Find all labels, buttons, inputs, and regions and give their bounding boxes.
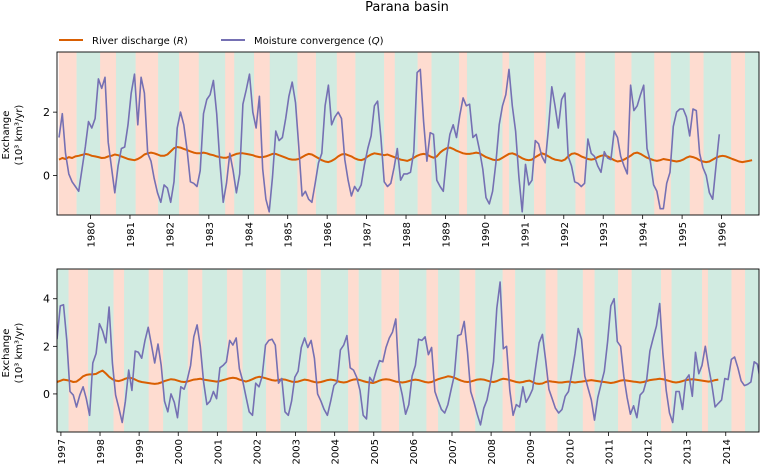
- wet-season-band: [198, 52, 226, 215]
- dry-season-band: [266, 269, 281, 432]
- wet-season-band: [242, 269, 267, 432]
- dry-season-band: [689, 52, 704, 215]
- y-tick-label: 4: [43, 293, 50, 306]
- top-panel: Exchange (10³ km³/yr) 0 2 1980 1981 1982 1983 1…: [1, 51, 760, 247]
- x-tick-label: 2000: [174, 439, 185, 464]
- y-tick-label: 2: [43, 106, 50, 119]
- x-tick-label: 1985: [284, 222, 295, 247]
- moisture-convergence-line: [58, 68, 721, 213]
- x-tick-label: 1981: [126, 222, 137, 247]
- x-tick-label: 1991: [520, 222, 531, 247]
- x-tick-label: 2012: [644, 439, 655, 464]
- legend: River discharge (R) Moisture convergence…: [59, 36, 384, 47]
- wet-season-band: [707, 269, 732, 432]
- axes-frame: [56, 51, 760, 216]
- wet-season-band: [631, 52, 655, 215]
- x-tick-label: 1987: [363, 222, 374, 247]
- wet-season-band: [671, 269, 703, 432]
- river-discharge-line: [57, 369, 719, 385]
- x-tick-label: 2006: [409, 439, 420, 464]
- dry-season-band: [226, 269, 243, 432]
- wet-season-band: [703, 52, 732, 215]
- y-tick-label: 0: [43, 388, 50, 401]
- axes-frame: [56, 268, 760, 433]
- dry-season-band: [58, 52, 77, 215]
- plot-area: [57, 269, 759, 432]
- x-tick-label: 1996: [718, 222, 729, 247]
- x-tick-label: 2009: [526, 439, 537, 464]
- x-tick-label: 1990: [481, 222, 492, 247]
- wet-season-band: [315, 52, 338, 215]
- wet-season-band: [745, 269, 759, 432]
- wet-season-band: [202, 269, 228, 432]
- wet-season-band: [557, 269, 584, 432]
- x-tick-label: 1998: [96, 439, 107, 464]
- x-tick-label: 1986: [323, 222, 334, 247]
- wet-season-band: [744, 52, 759, 215]
- x-tick-label: 1999: [135, 439, 146, 464]
- x-tick-label: 2007: [448, 439, 459, 464]
- x-tick-label: 2010: [565, 439, 576, 464]
- dry-season-band: [459, 52, 468, 215]
- wet-season-band: [399, 269, 427, 432]
- dry-season-band: [225, 52, 235, 215]
- wet-season-band: [88, 269, 114, 432]
- dry-season-band: [68, 269, 89, 432]
- x-tick-label: 2013: [683, 439, 694, 464]
- y-axis-label: Exchange (10³ km³/yr): [1, 105, 25, 166]
- x-tick-label: 2003: [292, 439, 303, 464]
- moisture-convergence-line: [57, 281, 759, 426]
- wet-season-band: [631, 269, 662, 432]
- x-tick-label: 2005: [370, 439, 381, 464]
- dry-season-band: [731, 269, 746, 432]
- x-tick-label: 2002: [252, 439, 263, 464]
- x-tick-label: 1997: [57, 439, 68, 464]
- dry-season-band: [384, 52, 396, 215]
- legend-item-moisture-convergence: Moisture convergence (Q): [221, 36, 384, 47]
- x-tick-label: 2004: [331, 439, 342, 464]
- y-tick-label: 2: [43, 340, 50, 353]
- dry-season-band: [381, 269, 400, 432]
- wet-season-band: [509, 52, 535, 215]
- x-tick-label: 1994: [639, 222, 650, 247]
- x-tick-label: 1984: [244, 222, 255, 247]
- x-tick-label: 1988: [402, 222, 413, 247]
- dry-season-band: [534, 52, 547, 215]
- x-tick-label: 1993: [599, 222, 610, 247]
- legend-label-moisture-convergence: Moisture convergence (Q): [254, 36, 384, 47]
- x-tick-label: 2011: [604, 439, 615, 464]
- dry-season-band: [502, 269, 516, 432]
- wet-season-band: [320, 269, 349, 432]
- x-tick-label: 1995: [678, 222, 689, 247]
- wet-season-band: [124, 269, 150, 432]
- bottom-panel: Exchange (10³ km³/yr) 0 2 4 1997 1998 1999 2000…: [1, 268, 760, 464]
- dry-season-band: [731, 52, 746, 215]
- x-tick-label: 1982: [165, 222, 176, 247]
- dry-season-band: [307, 269, 322, 432]
- dry-season-band: [253, 52, 271, 215]
- wet-season-band: [670, 52, 691, 215]
- x-tick-label: 1980: [87, 222, 98, 247]
- x-tick-label: 2001: [213, 439, 224, 464]
- wet-season-band: [585, 52, 616, 215]
- x-tick-label: 1989: [441, 222, 452, 247]
- wet-season-band: [76, 52, 101, 215]
- y-axis-label: Exchange (10³ km³/yr): [1, 323, 25, 384]
- wet-season-band: [545, 52, 576, 215]
- x-tick-label: 1992: [560, 222, 571, 247]
- dry-season-band: [348, 269, 360, 432]
- x-tick-label: 2014: [722, 439, 733, 464]
- legend-item-river-discharge: River discharge (R): [59, 36, 188, 47]
- x-tick-label: 1983: [205, 222, 216, 247]
- river-discharge-line: [58, 146, 753, 164]
- y-tick-label: 0: [43, 169, 50, 182]
- x-tick-label: 2008: [487, 439, 498, 464]
- plot-area: [58, 52, 759, 215]
- legend-label-river-discharge: River discharge (R): [92, 36, 188, 47]
- dry-season-band: [179, 52, 200, 215]
- dry-season-band: [575, 52, 586, 215]
- chart-title: Parana basin: [365, 0, 449, 15]
